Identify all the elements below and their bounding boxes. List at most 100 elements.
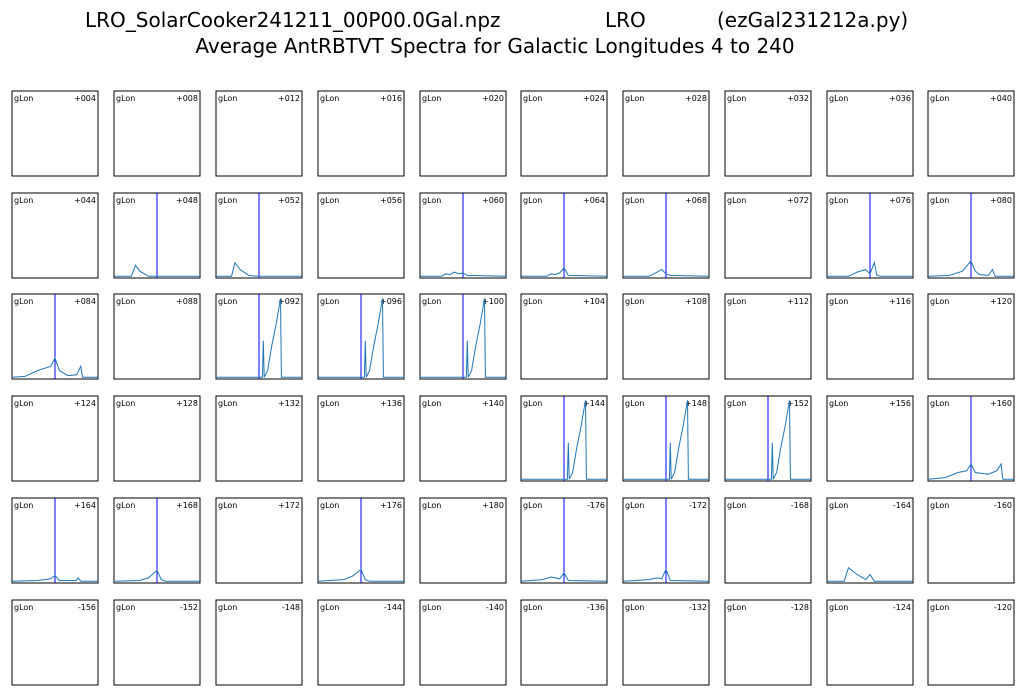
panel-frame <box>317 599 405 686</box>
panel-frame <box>520 90 608 177</box>
spectrum-line <box>927 462 1014 480</box>
spectrum-line <box>827 260 913 277</box>
panel-longitude: +008 <box>176 94 198 103</box>
panel-name: gLon <box>727 196 746 205</box>
panel-longitude: +104 <box>583 297 605 306</box>
panel-name: gLon <box>829 399 848 408</box>
panel-frame <box>724 497 812 584</box>
panel-longitude: +068 <box>685 196 707 205</box>
panel-longitude: +088 <box>176 297 198 306</box>
panel-longitude: +080 <box>990 196 1012 205</box>
title-script: (ezGal231212a.py) <box>717 8 908 32</box>
spectrum-line <box>521 400 607 480</box>
panel-name: gLon <box>116 501 135 510</box>
panel-longitude: +048 <box>176 196 198 205</box>
panel-frame <box>215 90 303 177</box>
panel-name: gLon <box>829 603 848 612</box>
panel-name: gLon <box>422 94 441 103</box>
panel-name: gLon <box>320 94 339 103</box>
panel-frame <box>419 497 507 584</box>
panel-name: gLon <box>727 603 746 612</box>
spectrum-line <box>725 400 811 480</box>
panel-longitude: +120 <box>990 297 1012 306</box>
panel-name: gLon <box>320 297 339 306</box>
panel-frame <box>113 293 201 380</box>
panel-longitude: -136 <box>587 603 605 612</box>
panel-longitude: -148 <box>282 603 300 612</box>
panel-frame <box>11 192 99 279</box>
panel-name: gLon <box>829 94 848 103</box>
panel-longitude: +152 <box>787 399 809 408</box>
panel-longitude: -124 <box>893 603 911 612</box>
panel-name: gLon <box>727 501 746 510</box>
panel-frame <box>826 293 914 380</box>
panel-longitude: +112 <box>787 297 809 306</box>
panel-longitude: -144 <box>384 603 402 612</box>
panel-frame <box>724 192 812 279</box>
panel-longitude: -164 <box>893 501 911 510</box>
panel-frame <box>724 90 812 177</box>
spectrum-line <box>11 356 98 378</box>
panel-name: gLon <box>625 94 644 103</box>
panel-longitude: +032 <box>787 94 809 103</box>
panel-longitude: +020 <box>482 94 504 103</box>
panel-name: gLon <box>116 94 135 103</box>
panel-name: gLon <box>523 94 542 103</box>
panel-name: gLon <box>14 501 33 510</box>
title-file: LRO_SolarCooker241211_00P00.0Gal.npz <box>85 8 501 32</box>
panel-longitude: -132 <box>689 603 707 612</box>
panel-longitude: -172 <box>689 501 707 510</box>
panel-frame <box>520 293 608 380</box>
panel-frame <box>622 293 710 380</box>
panel-frame <box>113 90 201 177</box>
panel-name: gLon <box>727 297 746 306</box>
panel-frame <box>724 599 812 686</box>
panel-longitude: -152 <box>180 603 198 612</box>
panel-name: gLon <box>218 603 237 612</box>
panel-longitude: +092 <box>278 297 300 306</box>
panel-name: gLon <box>14 399 33 408</box>
panel-name: gLon <box>625 196 644 205</box>
panel-frame <box>419 90 507 177</box>
panel-name: gLon <box>422 603 441 612</box>
panel-name: gLon <box>930 501 949 510</box>
panel-longitude: +128 <box>176 399 198 408</box>
panel-frame <box>11 90 99 177</box>
panel-name: gLon <box>14 297 33 306</box>
panel-longitude: +072 <box>787 196 809 205</box>
panel-name: gLon <box>829 297 848 306</box>
panel-longitude: +116 <box>889 297 911 306</box>
panel-name: gLon <box>14 196 33 205</box>
panel-name: gLon <box>727 399 746 408</box>
panel-frame <box>215 395 303 482</box>
panel-frame <box>622 90 710 177</box>
panel-longitude: -140 <box>486 603 504 612</box>
panel-longitude: -156 <box>78 603 96 612</box>
panel-name: gLon <box>320 196 339 205</box>
panel-name: gLon <box>14 603 33 612</box>
panel-frame <box>419 395 507 482</box>
panel-name: gLon <box>218 94 237 103</box>
panel-longitude: +076 <box>889 196 911 205</box>
panel-longitude: +040 <box>990 94 1012 103</box>
panel-longitude: +012 <box>278 94 300 103</box>
panel-name: gLon <box>625 399 644 408</box>
spectrum-line <box>216 261 302 277</box>
panel-longitude: +132 <box>278 399 300 408</box>
panel-name: gLon <box>218 297 237 306</box>
panel-longitude: +060 <box>482 196 504 205</box>
panel-longitude: +056 <box>380 196 402 205</box>
panel-frame <box>215 599 303 686</box>
spectrum-line <box>113 569 200 582</box>
panel-frame <box>215 497 303 584</box>
panel-longitude: +064 <box>583 196 605 205</box>
panel-name: gLon <box>218 399 237 408</box>
panel-frame <box>11 599 99 686</box>
panel-longitude: -120 <box>994 603 1012 612</box>
spectrum-line <box>114 264 200 277</box>
panel-longitude: +124 <box>74 399 96 408</box>
panel-name: gLon <box>523 603 542 612</box>
panel-name: gLon <box>930 399 949 408</box>
panel-name: gLon <box>422 501 441 510</box>
